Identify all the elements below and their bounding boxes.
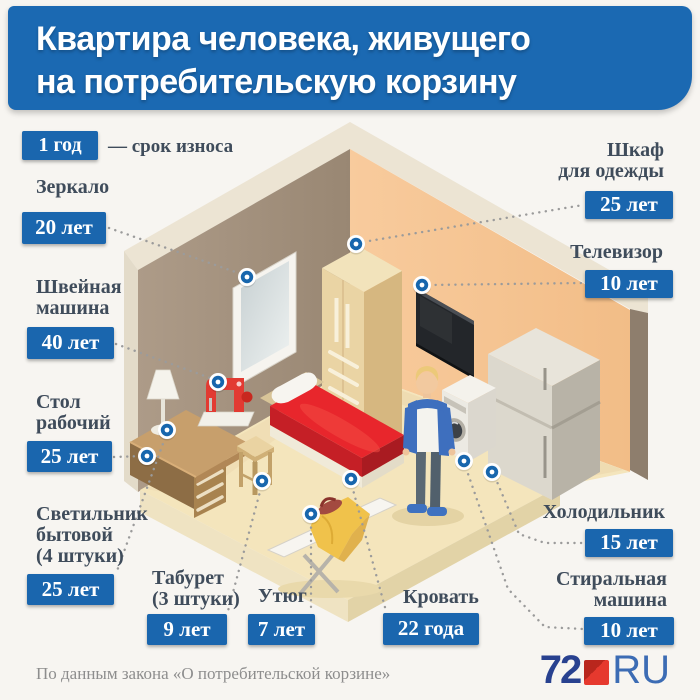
label-fridge: Холодильник bbox=[542, 501, 665, 523]
badge-tv: 10 лет bbox=[585, 270, 673, 298]
iron-marker-icon bbox=[302, 505, 320, 525]
legend-note: — срок износа bbox=[108, 136, 234, 157]
legend-badge: 1 год bbox=[22, 131, 98, 160]
point-markers bbox=[138, 235, 501, 525]
logo-suffix: RU bbox=[612, 648, 670, 692]
label-desk: Стол рабочий bbox=[36, 391, 111, 435]
bed-marker-icon bbox=[342, 470, 360, 490]
badge-washer: 10 лет bbox=[584, 617, 674, 645]
tv-marker-icon bbox=[413, 276, 431, 296]
badge-fridge: 15 лет bbox=[585, 529, 673, 557]
badge-wardrobe: 25 лет bbox=[585, 191, 673, 219]
ironing-board bbox=[266, 497, 398, 598]
title-line-2: на потребительскую корзину bbox=[36, 63, 517, 102]
badge-bed: 22 года bbox=[383, 613, 479, 645]
label-washer: Стиральная машина bbox=[556, 568, 667, 612]
label-wardrobe: Шкаф для одежды bbox=[558, 139, 664, 183]
badge-iron: 7 лет bbox=[248, 614, 315, 645]
connector-mirror bbox=[107, 226, 246, 277]
wall-edge-right bbox=[630, 309, 648, 480]
title-banner: Квартира человека, живущего на потребите… bbox=[8, 6, 692, 110]
mirror bbox=[232, 251, 297, 389]
label-tv: Телевизор bbox=[570, 241, 663, 263]
connector-stool bbox=[226, 486, 263, 613]
wardrobe-marker-icon bbox=[347, 235, 365, 255]
connector-sewing-machine bbox=[114, 342, 215, 381]
label-iron: Утюг bbox=[258, 585, 307, 607]
logo-prefix: 72 bbox=[539, 648, 582, 692]
badge-stool: 9 лет bbox=[147, 614, 227, 645]
connector-tv bbox=[427, 281, 585, 287]
title-line-1: Квартира человека, живущего bbox=[36, 20, 531, 58]
logo-mark-icon bbox=[584, 660, 610, 685]
mirror-marker-icon bbox=[238, 268, 256, 288]
washer-marker-icon bbox=[455, 452, 473, 472]
iron bbox=[317, 497, 343, 515]
desk-marker-icon bbox=[138, 447, 156, 467]
source-note: По данным закона «О потребительской корз… bbox=[36, 664, 391, 683]
badge-lamp: 25 лет bbox=[27, 574, 114, 605]
lamp-marker-icon bbox=[158, 421, 176, 441]
stool-marker-icon bbox=[253, 472, 271, 492]
badge-mirror: 20 лет bbox=[22, 212, 106, 244]
badge-sewing-machine: 40 лет bbox=[27, 327, 114, 359]
fridge-marker-icon bbox=[483, 463, 501, 483]
label-mirror: Зеркало bbox=[36, 176, 110, 198]
connector-lamp bbox=[115, 436, 167, 573]
fridge bbox=[487, 328, 601, 500]
man-figure bbox=[392, 366, 464, 526]
label-stool: Табурет (3 штуки) bbox=[152, 567, 240, 611]
floor-slab-right bbox=[348, 486, 560, 622]
connector-desk bbox=[112, 454, 144, 459]
label-sewing-machine: Швейная машина bbox=[36, 276, 122, 320]
label-lamp: Светильник бытовой (4 штуки) bbox=[36, 503, 148, 568]
bed bbox=[260, 372, 404, 488]
tv bbox=[416, 288, 474, 379]
label-bed: Кровать bbox=[403, 586, 479, 608]
badge-desk: 25 лет bbox=[27, 441, 112, 472]
connector-wardrobe bbox=[355, 203, 585, 245]
brand-logo: 72 RU bbox=[539, 648, 670, 692]
sewing-marker-icon bbox=[209, 373, 227, 393]
connector-lines bbox=[107, 203, 585, 631]
